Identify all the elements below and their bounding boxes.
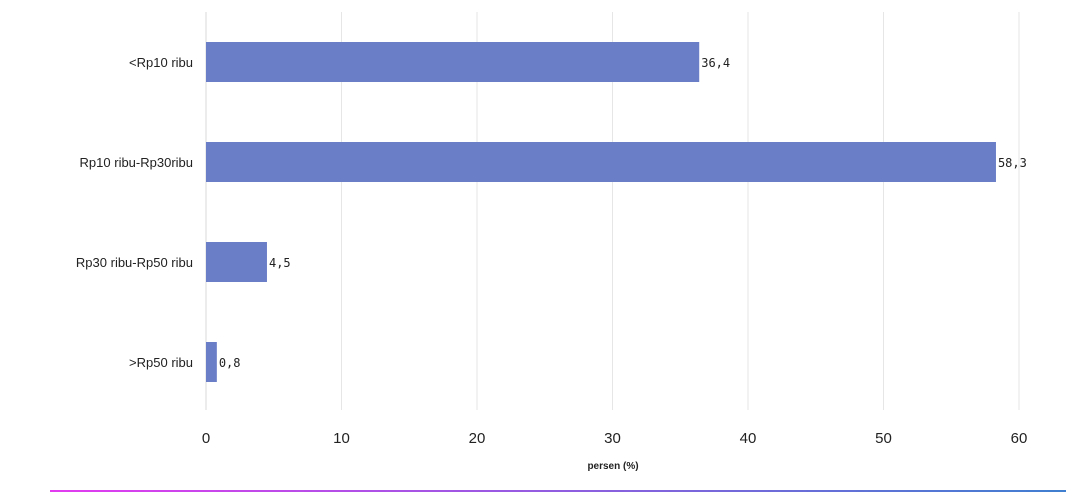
category-label-rp10-ribu: <Rp10 ribu	[129, 55, 193, 70]
x-axis-title: persen (%)	[587, 461, 638, 472]
x-tick-label-0: 0	[202, 430, 210, 447]
category-label-rp50-ribu: >Rp50 ribu	[129, 355, 193, 370]
data-label-rp10-ribu-rp30ribu: 58,3	[998, 156, 1027, 170]
data-label-rp30-ribu-rp50-ribu: 4,5	[269, 256, 291, 270]
bar-rp10-ribu[interactable]	[206, 42, 700, 82]
data-label-rp10-ribu: 36,4	[701, 56, 730, 70]
bar-rp30-ribu-rp50-ribu[interactable]	[206, 242, 267, 282]
x-tick-label-50: 50	[875, 430, 892, 447]
category-label-rp30-ribu-rp50-ribu: Rp30 ribu-Rp50 ribu	[76, 255, 193, 270]
x-tick-label-60: 60	[1011, 430, 1028, 447]
x-tick-label-10: 10	[333, 430, 350, 447]
category-labels: <Rp10 ribu Rp10 ribu-Rp30ribu Rp30 ribu-Rp…	[76, 55, 193, 370]
bars	[206, 42, 996, 382]
x-tick-label-40: 40	[740, 430, 757, 447]
bar-rp10-ribu-rp30ribu[interactable]	[206, 142, 996, 182]
x-axis-ticks: 0 10 20 30 40 50 60	[202, 430, 1028, 447]
footer-gradient-bar	[50, 490, 1066, 492]
data-labels: 36,4 58,3 4,5 0,8	[219, 56, 1027, 370]
x-tick-label-20: 20	[469, 430, 486, 447]
x-tick-label-30: 30	[604, 430, 621, 447]
data-label-rp50-ribu: 0,8	[219, 356, 241, 370]
bar-rp50-ribu[interactable]	[206, 342, 217, 382]
category-label-rp10-ribu-rp30ribu: Rp10 ribu-Rp30ribu	[80, 155, 193, 170]
